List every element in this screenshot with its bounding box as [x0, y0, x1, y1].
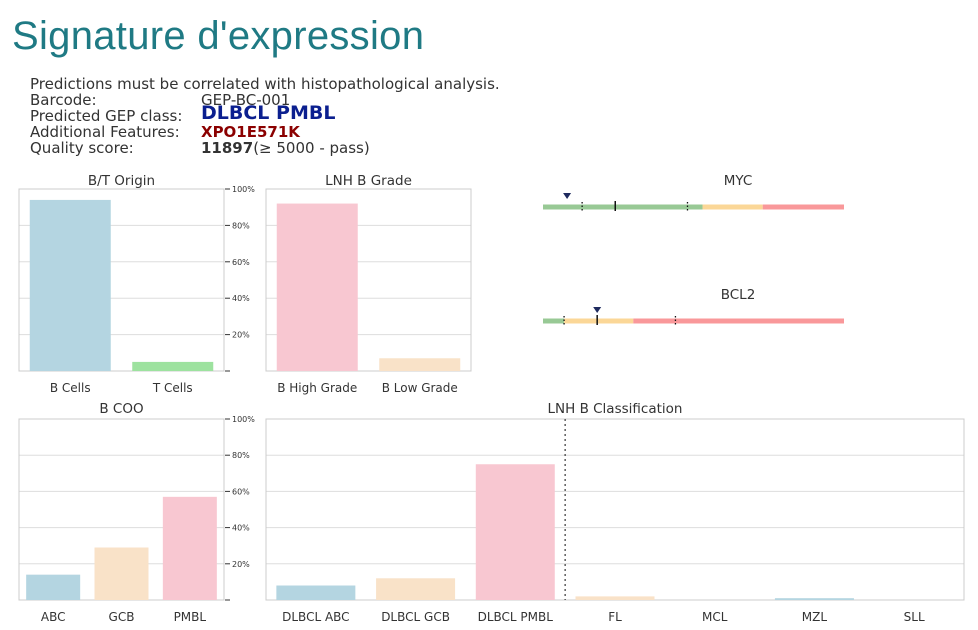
coo-ytick-label-3: 80% [232, 451, 250, 460]
class-bar-1 [376, 578, 456, 600]
class-category-label-3: FL [608, 610, 622, 624]
page-title: Signature d'expression [12, 14, 425, 58]
class-plot-frame [265, 418, 965, 601]
gep-label: Predicted GEP class: [30, 107, 183, 125]
class-bar-0 [276, 585, 356, 600]
class-category-label-1: DLBCL GCB [381, 610, 450, 624]
barcode-value: GEP-BC-001 [201, 91, 291, 109]
myc-gauge-segment-0 [543, 204, 703, 210]
myc-gauge-segment-2 [762, 204, 844, 210]
bcl2-gauge-segment-2 [633, 318, 844, 324]
coo-chart-title: B COO [99, 401, 143, 417]
class-category-label-0: DLBCL ABC [282, 610, 349, 624]
bt-ytick-label-3: 80% [232, 221, 250, 230]
grade-category-label-0: B High Grade [277, 381, 357, 395]
class-bar-2 [475, 464, 555, 600]
quality-value-wrap: 11897(≥ 5000 - pass) [201, 140, 370, 156]
barcode-label: Barcode: [30, 91, 97, 109]
bt-bar-0 [29, 199, 111, 371]
coo-category-label-0: ABC [41, 610, 66, 624]
coo-ytick-label-2: 60% [232, 487, 250, 496]
class-bar-5 [774, 598, 854, 600]
grade-plot-frame [265, 188, 472, 372]
bt-ytick-label-0: 20% [232, 331, 250, 340]
class-category-label-4: MCL [702, 610, 728, 624]
bcl2-gauge-segment-0 [543, 318, 565, 324]
bcl2-gauge-marker [593, 307, 602, 313]
bt-ytick-label-1: 40% [232, 294, 250, 303]
class-category-label-5: MZL [802, 610, 828, 624]
grade-bar-1 [379, 358, 461, 371]
coo-ytick-label-1: 40% [232, 524, 250, 533]
class-bar-3 [575, 596, 655, 600]
coo-category-label-2: PMBL [174, 610, 207, 624]
bcl2-gauge-segment-1 [564, 318, 634, 324]
bcl2-gauge-title: BCL2 [721, 287, 756, 303]
myc-gauge-segment-1 [702, 204, 763, 210]
coo-ytick-label-4: 100% [232, 415, 255, 424]
bt-category-label-1: T Cells [152, 381, 193, 395]
bt-plot-frame [18, 188, 225, 372]
class-category-label-2: DLBCL PMBL [478, 610, 554, 624]
coo-ytick-label-0: 20% [232, 560, 250, 569]
bt-ytick-label-4: 100% [232, 185, 255, 194]
bt-ytick-label-2: 60% [232, 258, 250, 267]
coo-category-label-1: GCB [109, 610, 135, 624]
class-chart-title: LNH B Classification [548, 401, 683, 417]
features-value: XPO1E571K [201, 123, 300, 141]
quality-label: Quality score: [30, 139, 134, 157]
coo-bar-2 [162, 496, 217, 600]
coo-bar-1 [94, 547, 149, 600]
class-category-label-6: SLL [904, 610, 925, 624]
grade-chart-title: LNH B Grade [325, 173, 412, 189]
quality-score: 11897 [201, 139, 254, 157]
bt-category-label-0: B Cells [50, 381, 91, 395]
coo-bar-0 [26, 574, 81, 600]
bt-bar-1 [132, 361, 214, 371]
bt-chart-title: B/T Origin [88, 173, 155, 189]
quality-threshold: (≥ 5000 - pass) [253, 139, 370, 157]
myc-gauge-title: MYC [724, 173, 753, 189]
grade-bar-0 [276, 203, 358, 371]
grade-category-label-1: B Low Grade [382, 381, 458, 395]
myc-gauge-marker [563, 193, 572, 199]
gep-value: DLBCL PMBL [201, 102, 336, 124]
disclaimer-note: Predictions must be correlated with hist… [30, 75, 500, 93]
features-label: Additional Features: [30, 123, 180, 141]
